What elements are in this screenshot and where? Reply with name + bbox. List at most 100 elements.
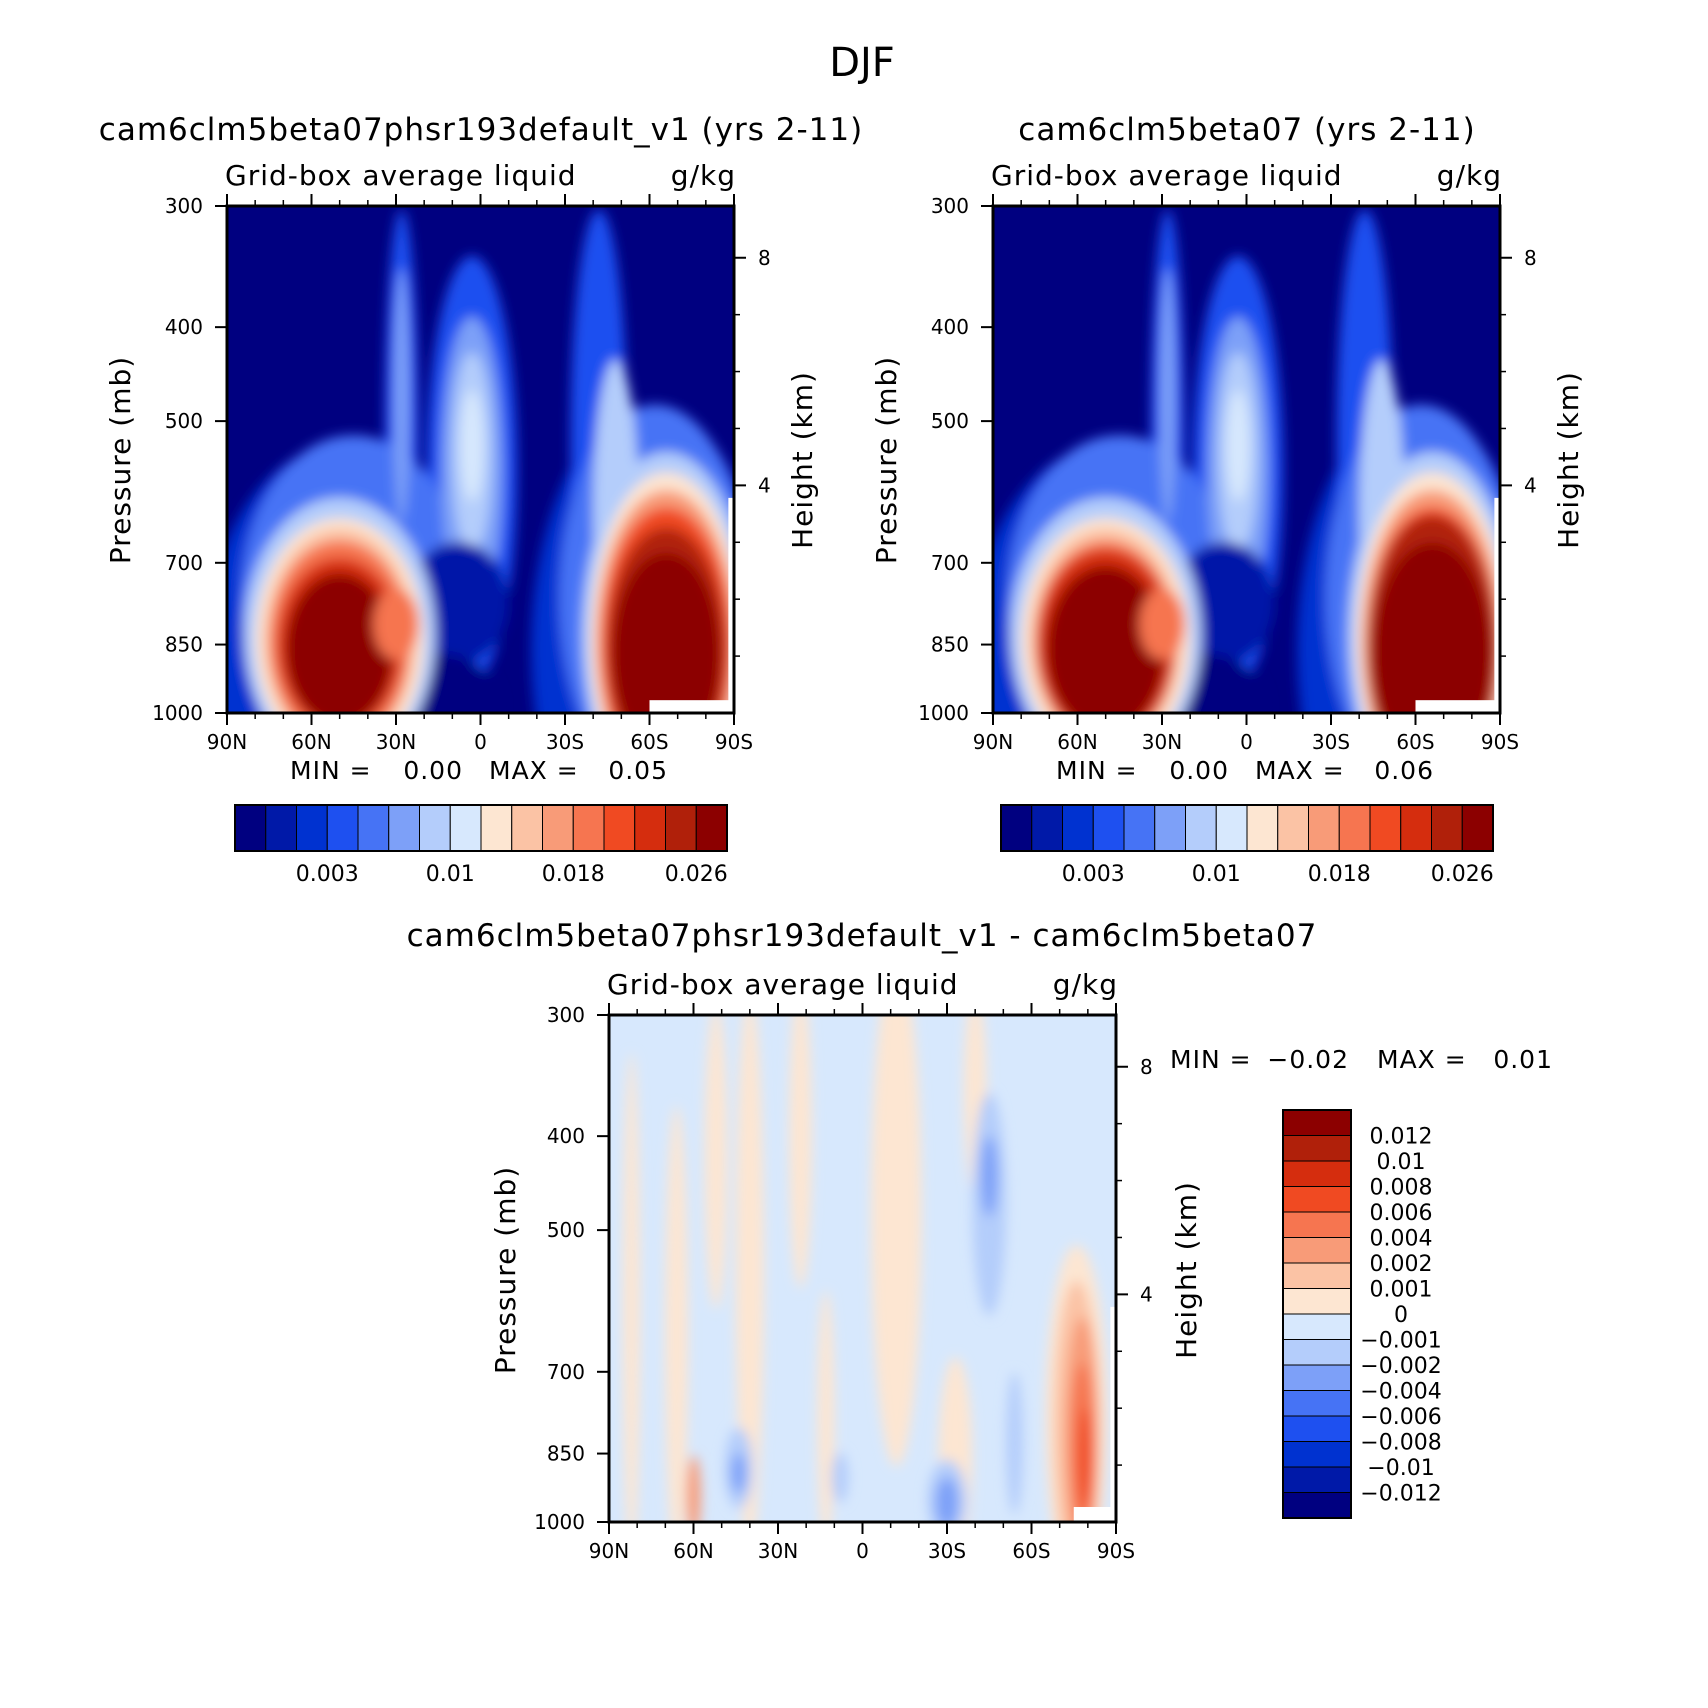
panel-2-variable: Grid-box average liquid [991, 159, 1343, 192]
panel-diff-colorbar-label: −0.012 [1360, 1482, 1441, 1507]
panel-1-colorbar-label: 0.003 [296, 862, 359, 887]
panel-1: cam6clm5beta07phsr193default_v1 (yrs 2-1… [99, 112, 863, 887]
panel-diff-colorbar-label: 0.001 [1370, 1278, 1433, 1303]
panel-1-x-tick-label: 0 [474, 730, 487, 754]
colorbar-swatch [1123, 804, 1156, 852]
panel-2-x-tick-label: 30S [1312, 730, 1350, 754]
panel-2-min-label: MIN = [1056, 756, 1138, 785]
diff-contour [665, 1105, 688, 1522]
colorbar-swatch [1185, 804, 1217, 852]
colorbar-swatch [1282, 1415, 1352, 1442]
panel-diff-colorbar-label: 0.008 [1370, 1176, 1433, 1201]
colorbar-swatch [1282, 1390, 1352, 1417]
colorbar-swatch [1282, 1135, 1352, 1162]
panel-diff-units: g/kg [1053, 968, 1118, 1001]
panel-1-x-tick-label: 90S [715, 730, 753, 754]
panel-diff-x-tick-label: 0 [856, 1539, 869, 1563]
panel-2-max-label: MAX = [1255, 756, 1345, 785]
field-contour [1373, 542, 1492, 713]
colorbar-swatch [1282, 1109, 1352, 1136]
panel-2-y2label: Height (km) [1552, 371, 1585, 549]
panel-diff-x-tick-label: 30S [928, 1539, 966, 1563]
diff-contour [1006, 1372, 1024, 1515]
panel-2-y-tick-label: 850 [931, 633, 969, 657]
panel-2-y2-tick-label: 4 [1524, 473, 1537, 497]
colorbar-swatch [665, 804, 697, 852]
panel-diff-y2-tick-label: 8 [1140, 1055, 1153, 1079]
colorbar-swatch [1282, 1364, 1352, 1391]
colorbar-swatch [1282, 1160, 1352, 1187]
panel-diff-y2-tick-label: 4 [1140, 1282, 1153, 1306]
panel-diff-colorbar-label: 0.012 [1370, 1125, 1433, 1150]
panel-1-max-label: MAX = [489, 756, 579, 785]
panel-1-x-tick-label: 60N [291, 730, 331, 754]
panel-2-max-value: 0.06 [1374, 756, 1434, 785]
panel-2-y-tick-label: 300 [931, 194, 969, 218]
panel-diff-x-tick-label: 60N [673, 1539, 713, 1563]
panel-diff-colorbar-label: 0.006 [1370, 1201, 1433, 1226]
colorbar-swatch [1282, 1492, 1352, 1519]
colorbar-swatch [449, 804, 482, 852]
field-contour [460, 389, 484, 502]
panel-1-y-tick-label: 850 [165, 633, 203, 657]
diff-contour [789, 1015, 812, 1289]
colorbar-swatch [1246, 804, 1279, 852]
panel-2-y2-tick-label: 8 [1524, 246, 1537, 270]
panel-2-x-tick-label: 0 [1240, 730, 1253, 754]
panel-diff-y-tick-label: 850 [547, 1442, 585, 1466]
panel-1-x-tick-label: 60S [630, 730, 668, 754]
diff-contour [735, 1015, 764, 1522]
panel-1-y-tick-label: 400 [165, 315, 203, 339]
panel-1-y2-tick-label: 8 [758, 246, 771, 270]
colorbar-swatch [1215, 804, 1248, 852]
panel-diff-colorbar-label: −0.004 [1360, 1380, 1441, 1405]
panel-diff: cam6clm5beta07phsr193default_v1 - cam6cl… [407, 918, 1552, 1563]
panel-diff-axes: 90N 60N 30N 0 30S 60S 90S 300 400 500 700 850 1000 8 4 [534, 1003, 1153, 1563]
panel-2-colorbar-label: 0.01 [1192, 862, 1241, 887]
colorbar-swatch [357, 804, 390, 852]
field-contour [1139, 588, 1185, 660]
missing-data-mask [649, 700, 734, 713]
colorbar-swatch [1400, 804, 1432, 852]
panel-2-y-tick-label: 400 [931, 315, 969, 339]
panel-1-axes: 90N 60N 30N 0 30S 60S 90S 300 400 500 700 850 1000 8 4 [152, 194, 771, 754]
panel-diff-x-tick-label: 60S [1012, 1539, 1050, 1563]
panel-diff-colorbar-label: 0.01 [1377, 1150, 1426, 1175]
panel-1-plot [227, 206, 734, 713]
panel-1-title: cam6clm5beta07phsr193default_v1 (yrs 2-1… [99, 112, 863, 148]
colorbar-frame [234, 804, 728, 852]
panel-diff-min-value: −0.02 [1267, 1045, 1349, 1074]
colorbar-swatch [603, 804, 636, 852]
colorbar-swatch [542, 804, 574, 852]
panel-diff-y2label: Height (km) [1170, 1181, 1203, 1359]
panel-1-min-value: 0.00 [403, 756, 463, 785]
diff-contour [831, 1452, 849, 1503]
panel-2-min-value: 0.00 [1169, 756, 1229, 785]
figure-title: DJF [829, 40, 895, 86]
panel-2-title: cam6clm5beta07 (yrs 2-11) [1018, 112, 1475, 148]
panel-1-y2label: Height (km) [786, 371, 819, 549]
panel-2-x-tick-label: 90N [973, 730, 1013, 754]
panel-diff-y-tick-label: 300 [547, 1003, 585, 1027]
colorbar-swatch [419, 804, 451, 852]
panel-diff-colorbar-label: −0.01 [1367, 1456, 1434, 1481]
field-contour [373, 588, 419, 660]
panel-diff-colorbar-label: −0.008 [1360, 1431, 1441, 1456]
panel-1-y-tick-label: 500 [165, 409, 203, 433]
panel-diff-colorbar-label: −0.001 [1360, 1329, 1441, 1354]
panel-2-colorbar-label: 0.026 [1431, 862, 1494, 887]
panel-1-x-tick-label: 90N [207, 730, 247, 754]
panel-2-x-tick-label: 60N [1057, 730, 1097, 754]
panel-diff-max-label: MAX = [1377, 1045, 1467, 1074]
colorbar-swatch [1369, 804, 1402, 852]
colorbar-swatch [296, 804, 328, 852]
missing-data-mask [1110, 1306, 1116, 1522]
panel-1-max-value: 0.05 [608, 756, 668, 785]
colorbar-swatch [1338, 804, 1371, 852]
missing-data-mask [728, 497, 734, 713]
panel-1-y-tick-label: 1000 [152, 701, 203, 725]
panel-1-variable: Grid-box average liquid [225, 159, 577, 192]
diff-contour [980, 1135, 998, 1217]
panel-1-y-tick-label: 300 [165, 194, 203, 218]
colorbar-swatch [1282, 1237, 1352, 1264]
